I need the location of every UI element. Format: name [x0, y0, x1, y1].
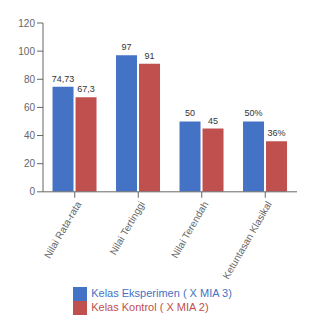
- svg-text:120: 120: [18, 18, 35, 29]
- svg-text:100: 100: [18, 46, 35, 57]
- svg-text:91: 91: [145, 51, 155, 61]
- svg-text:Ketuntasan Klasikal: Ketuntasan Klasikal: [220, 199, 273, 281]
- html-text:Kelas Kontrol ( X MIA 2): Kelas Kontrol ( X MIA 2): [91, 300, 209, 313]
- svg-text:20: 20: [24, 158, 36, 169]
- svg-text:50: 50: [185, 108, 195, 118]
- svg-text:0: 0: [29, 186, 35, 197]
- svg-text:97: 97: [122, 42, 132, 52]
- svg-text:50%: 50%: [245, 108, 263, 118]
- svg-text:Nilai Terendah: Nilai Terendah: [169, 199, 210, 260]
- svg-text:60: 60: [24, 102, 36, 113]
- svg-text:Nilai Tertinggi: Nilai Tertinggi: [107, 199, 146, 256]
- svg-text:36%: 36%: [268, 128, 286, 138]
- svg-text:74,73: 74,73: [52, 74, 75, 84]
- svg-text:80: 80: [24, 74, 36, 85]
- svg-text:67,3: 67,3: [77, 84, 95, 94]
- html-text:Kelas Eksperimen ( X MIA 3): Kelas Eksperimen ( X MIA 3): [91, 286, 232, 299]
- svg-text:40: 40: [24, 130, 36, 141]
- svg-text:Nilai Rata-rata: Nilai Rata-rata: [42, 199, 84, 260]
- svg-text:45: 45: [208, 116, 218, 126]
